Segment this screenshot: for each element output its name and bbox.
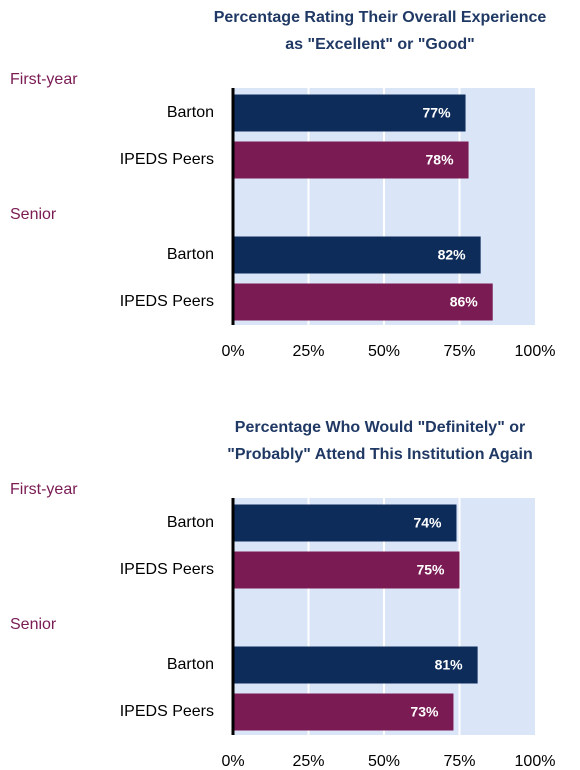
category-label: IPEDS Peers	[120, 703, 214, 720]
value-label: 82%	[438, 247, 467, 263]
value-label: 78%	[426, 152, 455, 168]
x-tick-label: 25%	[292, 753, 324, 770]
chart-title: Percentage Who Would "Definitely" or	[235, 419, 525, 436]
x-tick-label: 0%	[221, 753, 244, 770]
x-tick-label: 100%	[515, 753, 556, 770]
group-label: Senior	[10, 616, 57, 633]
category-label: Barton	[167, 246, 214, 263]
category-label: Barton	[167, 514, 214, 531]
bar	[233, 141, 469, 179]
group-label: Senior	[10, 206, 57, 223]
group-label: First-year	[10, 71, 78, 88]
bar	[233, 504, 457, 542]
x-tick-label: 50%	[368, 343, 400, 360]
bar	[233, 551, 460, 589]
value-label: 73%	[410, 704, 439, 720]
x-tick-label: 75%	[443, 753, 475, 770]
chart-title: as "Excellent" or "Good"	[285, 36, 475, 53]
bar	[233, 693, 454, 731]
value-label: 81%	[435, 657, 464, 673]
bar	[233, 94, 466, 132]
x-tick-label: 75%	[443, 343, 475, 360]
chart-title: "Probably" Attend This Institution Again	[227, 446, 533, 463]
value-label: 86%	[450, 294, 479, 310]
category-label: IPEDS Peers	[120, 293, 214, 310]
group-label: First-year	[10, 481, 78, 498]
x-tick-label: 100%	[515, 343, 556, 360]
x-tick-label: 25%	[292, 343, 324, 360]
bar	[233, 283, 493, 321]
category-label: IPEDS Peers	[120, 151, 214, 168]
x-tick-label: 0%	[221, 343, 244, 360]
category-label: Barton	[167, 104, 214, 121]
x-tick-label: 50%	[368, 753, 400, 770]
bar	[233, 646, 478, 684]
chart-title: Percentage Rating Their Overall Experien…	[214, 9, 547, 26]
category-label: IPEDS Peers	[120, 561, 214, 578]
bar	[233, 236, 481, 274]
value-label: 75%	[416, 562, 445, 578]
value-label: 74%	[413, 515, 442, 531]
value-label: 77%	[423, 105, 452, 121]
category-label: Barton	[167, 656, 214, 673]
